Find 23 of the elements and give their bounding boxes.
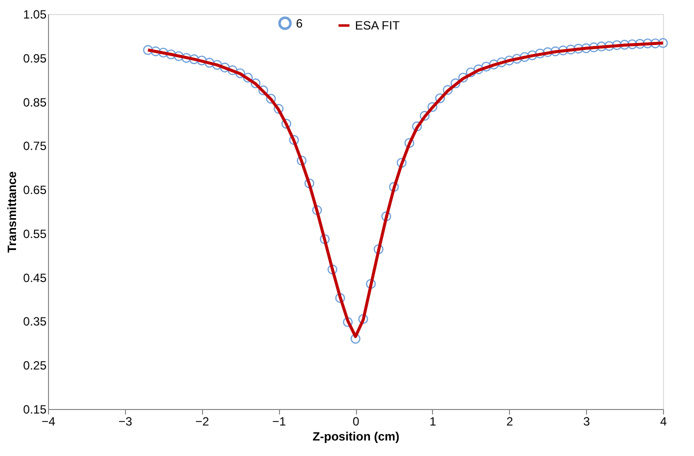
x-tick-label: 3 — [583, 414, 590, 428]
y-tick-label: 0.75 — [23, 139, 47, 154]
y-tick-label: 1.05 — [23, 8, 47, 22]
y-tick-label: 0.55 — [23, 226, 47, 241]
x-tick-label: 2 — [506, 414, 514, 428]
x-tick-label: −2 — [195, 414, 210, 428]
y-tick-label: 0.25 — [23, 358, 47, 373]
x-tick-label: 4 — [660, 414, 668, 428]
x-tick-label: −3 — [118, 414, 133, 428]
y-tick-label: 0.65 — [23, 183, 47, 198]
legend-label: 6 — [296, 16, 303, 30]
x-axis-title: Z-position (cm) — [312, 430, 400, 444]
x-tick-label: 0 — [352, 414, 360, 428]
legend-label: ESA FIT — [355, 18, 400, 32]
y-tick-label: 0.45 — [23, 270, 47, 285]
y-axis-title: Transmittance — [5, 171, 20, 253]
x-tick-label: −4 — [42, 414, 56, 428]
y-tick-label: 0.95 — [23, 51, 47, 66]
x-tick-label: 1 — [430, 414, 437, 428]
y-tick-label: 0.85 — [23, 95, 47, 110]
y-tick-label: 0.35 — [23, 314, 47, 329]
y-tick-label: 0.15 — [23, 402, 47, 416]
x-tick-label: −1 — [272, 414, 286, 428]
